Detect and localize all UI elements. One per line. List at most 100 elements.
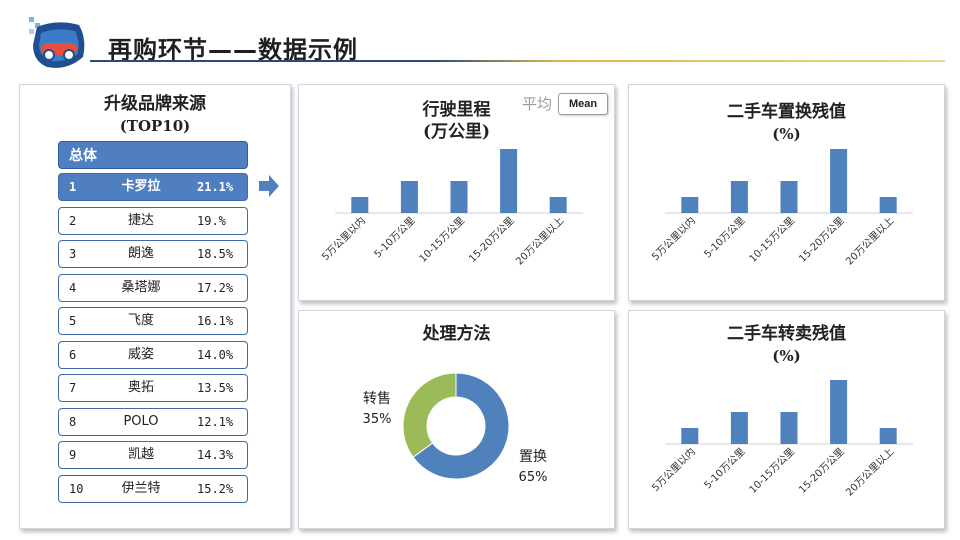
slice-pct-label: 35%: [363, 412, 392, 427]
rank-row-1[interactable]: 1 卡罗拉 21.1%: [58, 173, 248, 201]
rank-pct: 12.1%: [197, 414, 234, 429]
bar: [879, 428, 897, 444]
replacement-residual-panel: 二手车置换残值 (%) 5万公里以内 5-10万公里 10-15万公里 15-20万公…: [628, 84, 945, 301]
bar: [830, 149, 848, 213]
bar: [450, 181, 468, 213]
rank-name: 捷达: [127, 212, 154, 228]
bar: [879, 197, 897, 213]
rank-pct: 14.3%: [197, 448, 234, 462]
rank-name: 奥拓: [127, 380, 154, 395]
rank-row-6[interactable]: 6 威姿 14.0%: [58, 340, 248, 369]
rank-pct: 15.2%: [197, 481, 234, 496]
bar: [549, 197, 567, 213]
rank-name: 伊兰特: [121, 480, 161, 496]
rank-pct: 17.2%: [197, 280, 234, 295]
rank-row-9[interactable]: 9 凯越 14.3%: [58, 441, 248, 469]
rank-rank: 1: [69, 180, 77, 194]
rank-row-10[interactable]: 10 伊兰特 15.2%: [58, 474, 248, 503]
x-tick-label: 15-20万公里: [796, 446, 846, 496]
slice-pct-label: 65%: [519, 470, 548, 485]
rank-name: 卡罗拉: [121, 179, 161, 194]
arrow-right-icon: [259, 175, 279, 197]
rank-pct: 14.0%: [197, 347, 234, 362]
page-title: 再购环节——数据示例: [108, 36, 358, 64]
x-tick-label: 20万公里以上: [843, 446, 896, 499]
resale-residual-subtitle: (%): [772, 347, 801, 365]
slice-label: 置换: [519, 448, 547, 465]
rank-pct: 16.1%: [197, 314, 234, 328]
disposal-method-donut-chart: 置换 65% 转售 35%: [363, 372, 548, 485]
x-tick-label: 20万公里以上: [513, 215, 566, 268]
mileage-chart-title: 行驶里程: [422, 100, 491, 120]
x-tick-label: 5万公里以内: [319, 214, 368, 263]
bar: [681, 428, 699, 444]
rank-name: 威姿: [127, 346, 154, 362]
x-tick-label: 10-15万公里: [747, 446, 797, 496]
disposal-method-panel: 处理方法 置换 65% 转售 35%: [298, 310, 615, 529]
bar: [780, 412, 798, 444]
rank-name: 凯越: [127, 447, 154, 462]
mileage-chart-panel: 行驶里程 (万公里) 平均 Mean 5万公里以内 5-10万公里 10-15万公里…: [298, 84, 615, 301]
rank-row-4[interactable]: 4 桑塔娜 17.2%: [58, 273, 248, 302]
bar: [351, 197, 369, 213]
rank-name: 朗逸: [127, 246, 154, 261]
resale-residual-title: 二手车转卖残值: [727, 324, 846, 344]
x-tick-label: 5-10万公里: [702, 446, 748, 492]
rank-row-2[interactable]: 2 捷达 19.%: [58, 206, 248, 235]
average-label: 平均: [521, 95, 552, 113]
bar: [830, 380, 848, 444]
rank-rank: 5: [69, 314, 77, 328]
brand-ranking-title: 升级品牌来源: [104, 94, 206, 114]
rank-name: 飞度: [127, 313, 154, 328]
rank-rank: 2: [69, 213, 77, 228]
brand-logo: [29, 17, 85, 68]
brand-ranking-subtitle: (TOP10): [119, 117, 191, 135]
x-tick-label: 5万公里以内: [649, 214, 698, 263]
bar: [730, 412, 748, 444]
bar: [780, 181, 798, 213]
x-tick-label: 5-10万公里: [372, 215, 418, 261]
rank-rank: 9: [69, 448, 77, 462]
rank-row-8[interactable]: 8 POLO 12.1%: [58, 407, 248, 436]
disposal-method-title: 处理方法: [422, 324, 491, 344]
rank-rank: 3: [69, 247, 77, 261]
rank-rank: 6: [69, 347, 77, 362]
rank-row-5[interactable]: 5 飞度 16.1%: [58, 307, 248, 335]
bar: [500, 149, 518, 213]
resale-residual-panel: 二手车转卖残值 (%) 5万公里以内 5-10万公里 10-15万公里 15-20万公…: [628, 310, 945, 529]
x-tick-label: 20万公里以上: [843, 215, 896, 268]
rank-row-3[interactable]: 3 朗逸 18.5%: [58, 240, 248, 268]
mean-button[interactable]: Mean: [558, 93, 608, 115]
donut-slice: [402, 372, 457, 458]
brand-ranking-panel: 升级品牌来源 (TOP10) 总体 1 卡罗拉 21.1% 2 捷达 19.% 3 朗逸 18.…: [19, 84, 291, 529]
rank-name: POLO: [123, 413, 159, 429]
rank-header-overall[interactable]: 总体: [58, 141, 248, 169]
replacement-residual-title: 二手车置换残值: [727, 102, 846, 122]
rank-name: 桑塔娜: [121, 279, 161, 295]
rank-pct: 19.%: [197, 213, 226, 228]
x-tick-label: 5-10万公里: [702, 215, 748, 261]
rank-rank: 7: [69, 381, 77, 395]
slice-label: 转售: [363, 391, 391, 407]
rank-rank: 10: [69, 481, 84, 496]
x-tick-label: 10-15万公里: [417, 215, 467, 265]
x-tick-label: 5万公里以内: [649, 445, 698, 494]
bar: [681, 197, 699, 213]
rank-row-7[interactable]: 7 奥拓 13.5%: [58, 374, 248, 402]
bar: [730, 181, 748, 213]
bar: [400, 181, 418, 213]
rank-rank: 4: [69, 280, 77, 295]
x-tick-label: 15-20万公里: [796, 215, 846, 265]
mileage-chart-subtitle: (万公里): [422, 122, 491, 142]
rank-pct: 21.1%: [197, 180, 234, 194]
title-divider: [90, 60, 945, 62]
rank-rank: 8: [69, 414, 77, 429]
rank-pct: 13.5%: [197, 381, 234, 395]
donut-slice: [412, 372, 510, 480]
x-tick-label: 15-20万公里: [466, 215, 516, 265]
x-tick-label: 10-15万公里: [747, 215, 797, 265]
rank-pct: 18.5%: [197, 247, 234, 261]
